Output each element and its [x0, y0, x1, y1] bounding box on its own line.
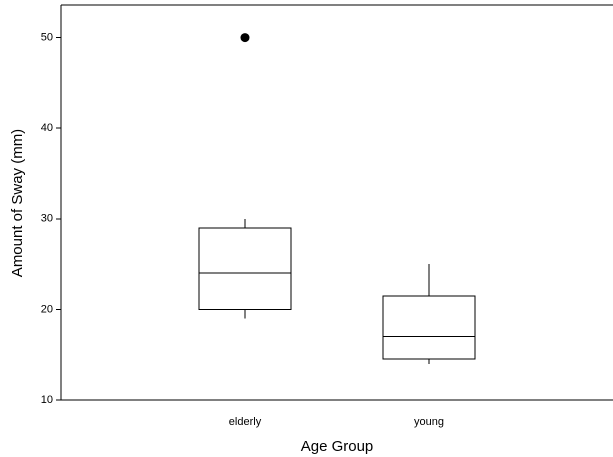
x-tick-label: elderly: [229, 416, 262, 428]
x-tick-label: young: [414, 416, 444, 428]
box: [382, 295, 476, 360]
y-tick-label: 20: [41, 303, 53, 315]
y-axis-label: Amount of Sway (mm): [9, 129, 26, 277]
y-tick-label: 50: [41, 32, 53, 44]
y-tick-label: 40: [41, 122, 53, 134]
x-axis-label: Age Group: [301, 438, 374, 455]
box: [198, 227, 292, 310]
outlier: [240, 33, 250, 43]
y-tick-label: 30: [41, 213, 53, 225]
y-tick-label: 10: [41, 394, 53, 406]
